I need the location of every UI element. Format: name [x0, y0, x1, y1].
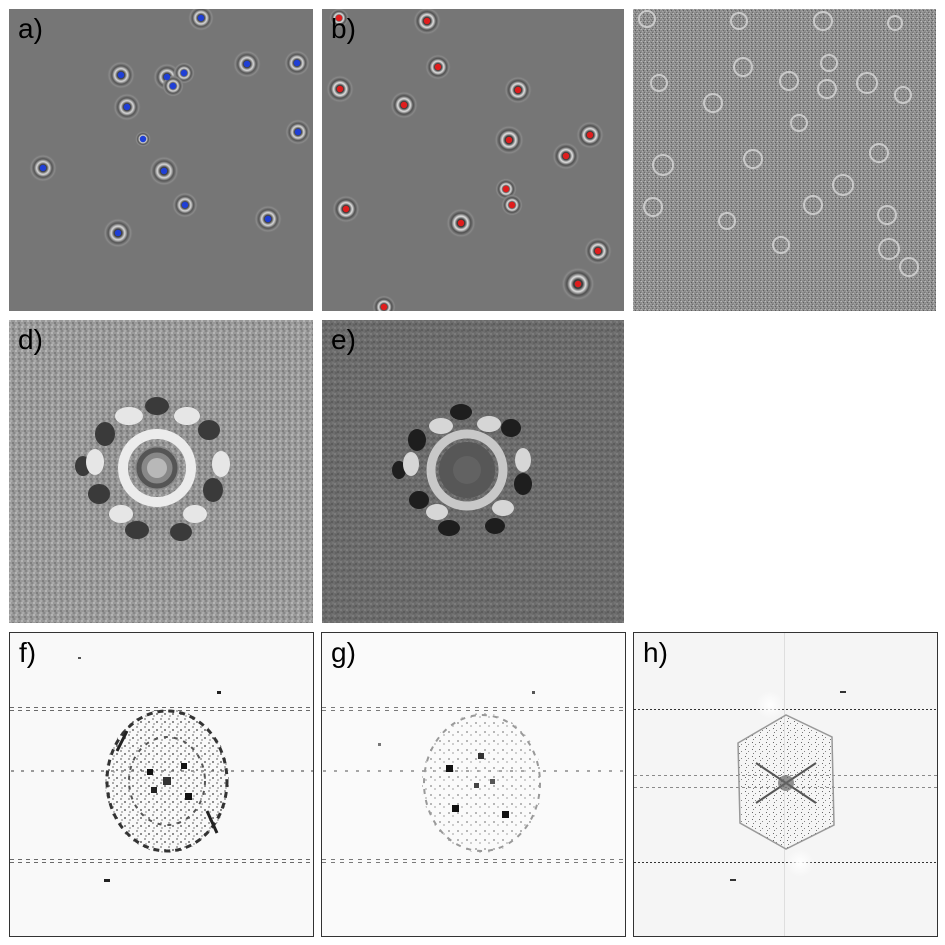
particle-group-a [29, 9, 311, 248]
panel-b-label: b) [331, 13, 356, 44]
panel-h: h) [633, 632, 938, 937]
spectrum-ring-h [737, 714, 835, 850]
panel-g-image [322, 633, 625, 936]
panel-c-image [633, 9, 936, 311]
panel-e-label: e) [331, 324, 356, 355]
panel-f-label: f) [19, 637, 37, 668]
panel-e-image [322, 320, 624, 623]
panel-d-label: d) [18, 324, 43, 355]
panel-b-image [322, 9, 624, 311]
panel-d-image [9, 320, 313, 623]
panel-b: b) [322, 9, 624, 311]
spectrum-ring-g [422, 713, 542, 853]
picked-points-a [39, 14, 302, 237]
panel-f-image [10, 633, 313, 936]
picked-points-b [335, 14, 602, 311]
panel-d: d) [9, 320, 313, 623]
panel-a: a) [9, 9, 313, 311]
panel-e: e) [322, 320, 624, 623]
panel-a-image [9, 9, 313, 311]
panel-h-label: h) [643, 637, 668, 668]
micrograph-particles [638, 10, 919, 277]
particle-average-d [75, 386, 239, 550]
particle-average-e [392, 404, 532, 536]
panel-g: g) [321, 632, 626, 937]
spectrum-ring-f [105, 709, 229, 853]
panel-g-label: g) [331, 637, 356, 668]
panel-h-image [634, 633, 937, 936]
panel-c [633, 9, 936, 311]
panel-a-label: a) [18, 13, 43, 44]
panel-f: f) [9, 632, 314, 937]
